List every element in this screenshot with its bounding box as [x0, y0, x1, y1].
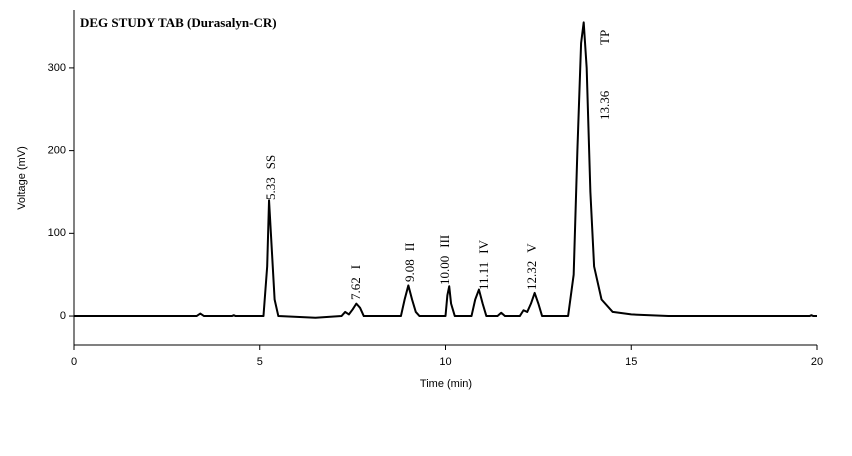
y-tick-label: 200: [48, 145, 66, 157]
chart-title: DEG STUDY TAB (Durasalyn-CR): [80, 15, 277, 30]
peak-time: 13.36: [597, 90, 612, 120]
peak-label: 9.08 II: [402, 243, 417, 282]
y-axis-label: Voltage (mV): [16, 146, 28, 210]
y-tick-label: 300: [48, 62, 66, 74]
x-axis-label: Time (min): [420, 378, 472, 390]
peak-time: 11.11: [476, 262, 491, 290]
x-tick-label: 20: [811, 356, 823, 368]
peak-name: TP: [597, 30, 612, 45]
x-tick-label: 10: [439, 356, 451, 368]
peak-time: 9.08: [402, 259, 417, 282]
peak-label: 10.00 III: [437, 235, 452, 285]
x-tick-label: 15: [625, 356, 637, 368]
peak-time: 10.00: [437, 256, 452, 285]
y-tick-label: 100: [48, 227, 66, 239]
x-tick-label: 5: [257, 356, 263, 368]
peak-label: 12.32 V: [524, 243, 539, 290]
peak-label: 11.11 IV: [476, 239, 491, 290]
chromatogram-line: [74, 21, 817, 319]
y-tick-label: 0: [60, 310, 66, 322]
peak-name: IV: [476, 239, 491, 253]
peak-name: V: [524, 243, 539, 253]
peak-name: III: [437, 235, 452, 248]
peak-name: SS: [263, 155, 278, 169]
peak-time: 7.62: [348, 277, 363, 300]
peak-name: II: [402, 243, 417, 252]
peak-label: 5.33 SS: [263, 155, 278, 200]
peak-time: 12.32: [524, 261, 539, 290]
peak-time: 5.33: [263, 177, 278, 200]
peak-name: I: [348, 265, 363, 269]
peak-label: 7.62 I: [348, 265, 363, 300]
x-tick-label: 0: [71, 356, 77, 368]
